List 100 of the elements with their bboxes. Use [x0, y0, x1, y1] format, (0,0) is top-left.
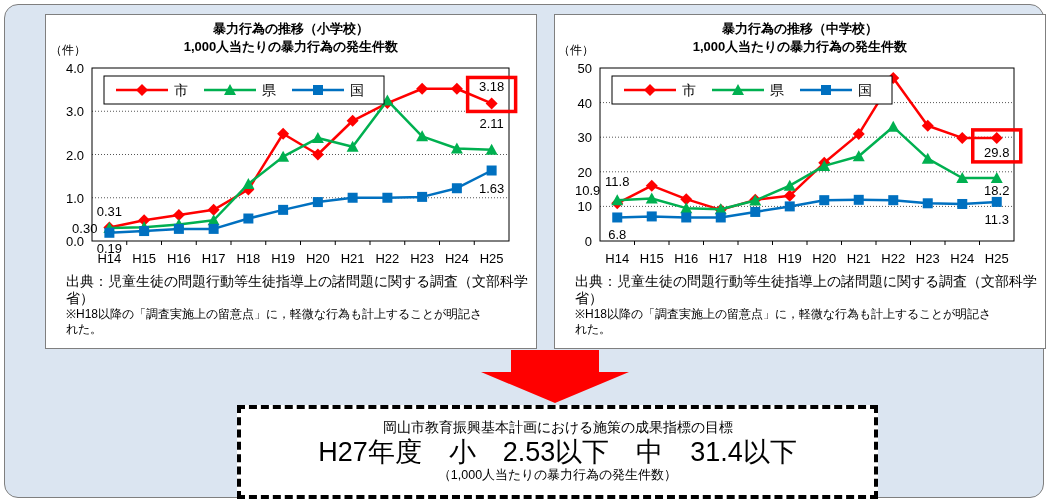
x-tick-label: H21 — [340, 251, 365, 266]
x-tick-label: H20 — [812, 251, 837, 266]
x-tick-label: H16 — [674, 251, 699, 266]
point — [312, 197, 323, 208]
point — [485, 97, 498, 110]
x-tick-label: H17 — [708, 251, 733, 266]
source-note: 出典：児童生徒の問題行動等生徒指導上の諸問題に関する調査（文部科学省） — [66, 273, 528, 307]
x-tick-label: H15 — [132, 251, 157, 266]
text: ※H18以降の「調査実施上の留意点」に，軽微な行為も計上することが明記された。 — [575, 307, 992, 337]
point — [611, 194, 624, 206]
legend-label: 国 — [350, 82, 364, 98]
point — [382, 192, 393, 203]
legend-label: 県 — [262, 82, 276, 98]
point — [172, 209, 185, 222]
data-label: 6.8 — [608, 227, 627, 243]
legend-label: 市 — [682, 82, 696, 98]
x-tick-label: H16 — [166, 251, 191, 266]
text: H27年度 小 2.53以下 中 31.4以下 — [317, 435, 798, 468]
y-axis-title: （件） — [50, 43, 86, 57]
point — [957, 198, 968, 209]
point — [819, 195, 830, 206]
x-tick-label: H15 — [639, 251, 664, 266]
chart-title: 暴力行為の推移（中学校） — [721, 21, 878, 36]
point — [104, 227, 115, 238]
point — [485, 143, 498, 155]
point — [277, 150, 290, 162]
point — [646, 211, 657, 222]
chart-subtitle: 1,000人当たりの暴力行為の発生件数 — [692, 39, 909, 54]
y-tick-label: 0.0 — [65, 234, 84, 249]
y-tick-label: 30 — [577, 130, 592, 146]
point — [922, 198, 933, 209]
x-tick-label: H19 — [777, 251, 802, 266]
y-tick-label: 10 — [577, 199, 592, 215]
point — [347, 192, 358, 203]
point — [715, 212, 726, 223]
point — [346, 140, 359, 152]
x-tick-label: H18 — [743, 251, 768, 266]
point — [612, 212, 623, 223]
point — [486, 165, 497, 176]
point — [853, 194, 864, 205]
data-label: 2.11 — [479, 115, 504, 131]
legend-label: 市 — [174, 82, 188, 98]
point — [852, 150, 865, 162]
chart-subtitle: 1,000人当たりの暴力行為の発生件数 — [183, 39, 400, 54]
point — [173, 223, 184, 234]
data-label: 29.8 — [984, 144, 1010, 160]
data-label: 3.18 — [478, 79, 505, 95]
point — [888, 195, 899, 206]
data-label: 1.63 — [478, 180, 505, 196]
point — [921, 119, 934, 132]
y-tick-label: 0 — [584, 234, 592, 249]
point — [852, 128, 865, 141]
point — [417, 191, 428, 202]
point — [750, 206, 761, 217]
point — [278, 204, 289, 215]
point — [991, 196, 1002, 207]
x-tick-label: H23 — [410, 251, 435, 266]
x-tick-label: H19 — [271, 251, 296, 266]
y-tick-label: 2.0 — [65, 147, 84, 163]
y-axis-title: （件） — [558, 43, 594, 57]
point — [921, 152, 934, 164]
text: 岡山市教育振興基本計画における施策の成果指標の目標 — [381, 418, 734, 436]
data-label: 0.30 — [72, 221, 98, 237]
point — [242, 177, 255, 189]
point — [990, 172, 1003, 184]
y-tick-label: 4.0 — [65, 61, 84, 76]
point — [887, 120, 900, 132]
x-tick-label: H21 — [846, 251, 871, 266]
y-tick-label: 1.0 — [65, 190, 84, 206]
point — [311, 148, 324, 161]
x-tick-label: H24 — [444, 251, 469, 266]
y-tick-label: 40 — [577, 95, 592, 111]
data-label: 11.3 — [984, 211, 1009, 227]
legend-label: 県 — [770, 82, 784, 98]
point — [681, 212, 692, 223]
point — [645, 192, 658, 204]
point — [680, 193, 693, 206]
x-tick-label: H22 — [881, 251, 906, 266]
text: （1,000人当たりの暴力行為の発生件数） — [436, 468, 679, 484]
data-label: 0.31 — [96, 203, 123, 219]
data-label: 18.2 — [984, 183, 1010, 199]
point — [346, 114, 359, 127]
x-tick-label: H14 — [605, 251, 630, 266]
x-tick-label: H18 — [236, 251, 261, 266]
point — [645, 179, 658, 192]
x-tick-label: H25 — [984, 251, 1009, 266]
x-tick-label: H22 — [375, 251, 400, 266]
point — [450, 142, 463, 154]
x-tick-label: H17 — [201, 251, 226, 266]
point — [784, 201, 795, 212]
x-tick-label: H23 — [915, 251, 940, 266]
point — [139, 226, 150, 237]
point — [243, 213, 254, 224]
y-tick-label: 50 — [577, 61, 592, 76]
point — [956, 131, 969, 144]
point — [451, 183, 462, 194]
point — [311, 132, 324, 144]
data-label: 10.9 — [574, 183, 601, 199]
point — [277, 127, 290, 140]
point — [416, 82, 429, 95]
